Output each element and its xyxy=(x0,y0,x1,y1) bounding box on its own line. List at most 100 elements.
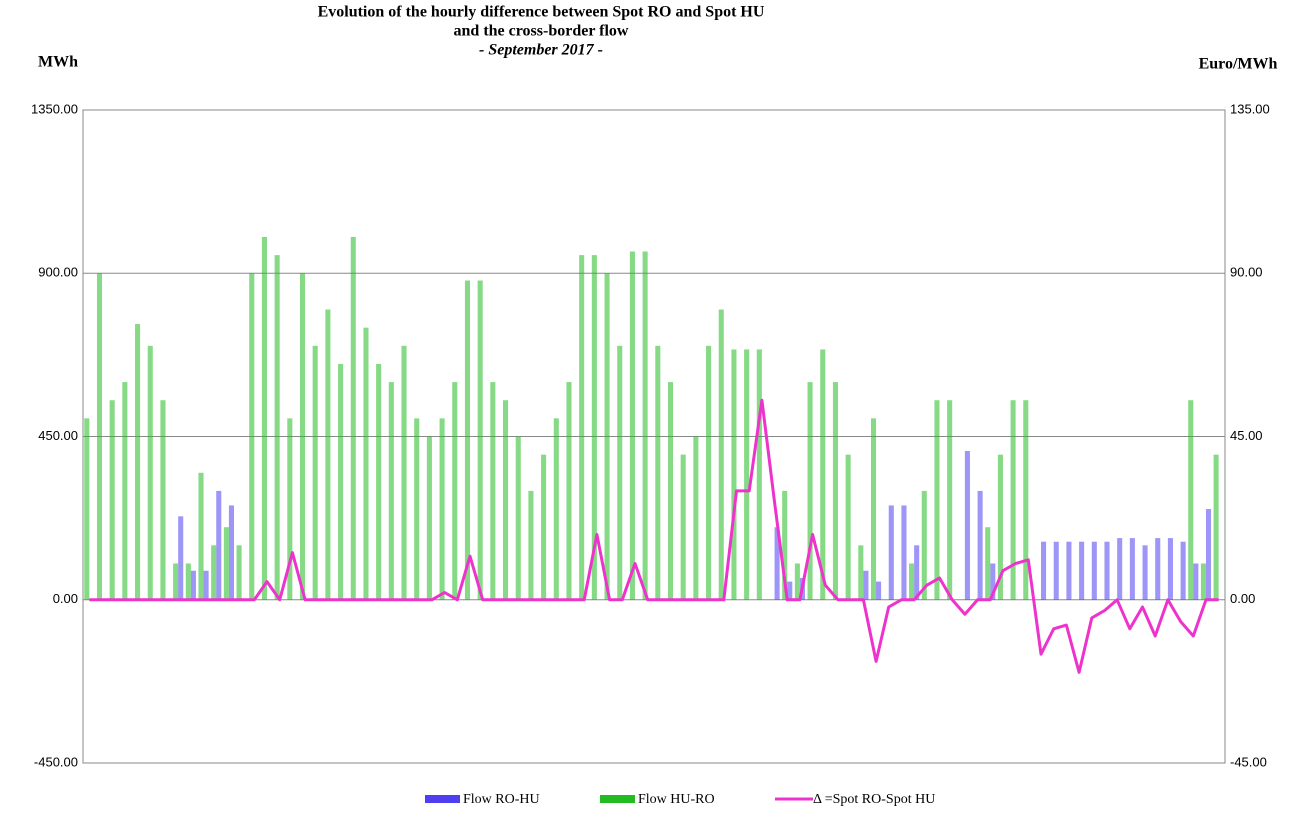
bar xyxy=(1142,545,1148,600)
bar xyxy=(782,490,788,600)
bar xyxy=(338,363,344,600)
bar xyxy=(515,436,521,600)
bar xyxy=(787,581,793,600)
bar xyxy=(858,545,864,600)
bar xyxy=(934,400,940,600)
legend-swatch xyxy=(600,795,635,803)
bar xyxy=(1129,538,1135,600)
bar xyxy=(203,570,209,600)
bar xyxy=(401,345,407,600)
y2-tick-label: 0.00 xyxy=(1230,591,1255,606)
y-tick-label: 1350.00 xyxy=(31,101,78,116)
bar xyxy=(1053,541,1059,600)
bar xyxy=(1155,538,1161,600)
bar xyxy=(553,418,559,600)
y2-tick-label: 135.00 xyxy=(1230,101,1270,116)
bar xyxy=(249,273,255,600)
bar xyxy=(452,382,458,600)
bar xyxy=(96,273,103,600)
bar xyxy=(1041,541,1047,600)
y2-axis-label: Euro/MWh xyxy=(1199,56,1278,73)
bar xyxy=(198,472,204,600)
bar xyxy=(718,309,724,600)
bar xyxy=(807,382,813,600)
chart-title: Evolution of the hourly difference betwe… xyxy=(318,4,765,21)
bar xyxy=(287,418,293,600)
bar xyxy=(1167,538,1173,600)
bar xyxy=(774,527,780,600)
bar xyxy=(1117,538,1123,600)
bar xyxy=(876,581,882,600)
plot-border xyxy=(82,109,1226,764)
bar xyxy=(832,382,838,600)
bar xyxy=(566,382,572,600)
bar xyxy=(655,345,661,600)
bar xyxy=(350,236,356,600)
bar xyxy=(667,382,674,600)
bar xyxy=(236,545,242,600)
bar xyxy=(414,418,420,600)
bar xyxy=(109,400,115,600)
bar xyxy=(914,545,920,600)
bar xyxy=(820,349,826,600)
bar xyxy=(439,418,445,600)
bar xyxy=(693,436,699,600)
bar xyxy=(888,505,894,600)
bar xyxy=(185,563,191,600)
bar xyxy=(190,570,196,600)
bar xyxy=(528,490,534,600)
bar xyxy=(503,400,509,600)
bar xyxy=(1193,563,1199,600)
bar xyxy=(845,454,851,600)
legend-label: Flow RO-HU xyxy=(463,792,540,807)
bar xyxy=(921,490,927,600)
bar xyxy=(122,382,128,600)
legend-swatch xyxy=(425,795,460,803)
bar xyxy=(680,454,686,600)
bar xyxy=(642,251,648,600)
bar xyxy=(756,349,762,600)
bar xyxy=(706,345,712,600)
legend-label: Flow HU-RO xyxy=(638,792,715,807)
legend-label: Δ =Spot RO-Spot HU xyxy=(813,792,935,807)
bar xyxy=(1200,563,1206,600)
bar xyxy=(173,563,179,600)
bar xyxy=(1023,400,1029,600)
bar xyxy=(1079,541,1085,600)
bar xyxy=(1066,541,1072,600)
y2-tick-label: 90.00 xyxy=(1230,265,1263,280)
line xyxy=(89,398,1219,674)
bar xyxy=(629,251,635,600)
bar xyxy=(604,273,610,600)
bar xyxy=(312,345,318,600)
bar xyxy=(160,400,166,600)
bar xyxy=(947,400,953,600)
y-axis-label: MWh xyxy=(38,54,78,71)
bar xyxy=(794,563,800,600)
y-tick-label: -450.00 xyxy=(34,754,78,769)
bar xyxy=(541,454,547,600)
bar xyxy=(274,255,280,600)
bar xyxy=(1188,400,1194,600)
bar xyxy=(490,382,496,600)
y-tick-label: 900.00 xyxy=(38,265,78,280)
bar xyxy=(964,451,970,600)
bar xyxy=(223,527,229,600)
bar xyxy=(1180,541,1186,600)
bar xyxy=(325,309,331,600)
bar xyxy=(464,280,471,600)
bar xyxy=(901,505,907,600)
bar xyxy=(909,563,915,600)
bar xyxy=(731,349,737,600)
bar xyxy=(591,255,597,600)
bar xyxy=(1213,454,1219,600)
y-tick-label: 0.00 xyxy=(53,591,78,606)
bar xyxy=(477,280,483,600)
bar xyxy=(84,418,90,600)
bar xyxy=(178,516,184,600)
bar xyxy=(388,382,394,600)
bar xyxy=(426,436,432,600)
bar xyxy=(744,349,750,600)
